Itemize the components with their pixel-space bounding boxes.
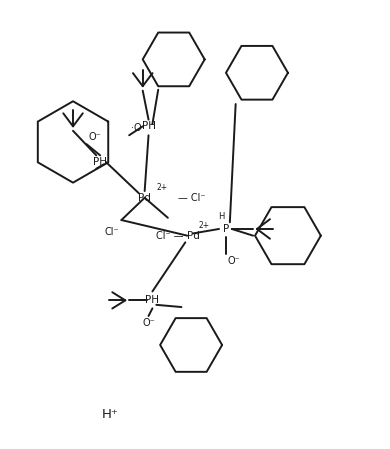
Text: PH: PH <box>142 121 156 131</box>
Text: O⁻: O⁻ <box>89 132 101 142</box>
Text: PH: PH <box>93 157 107 167</box>
Text: Cl⁻ —: Cl⁻ — <box>156 231 183 241</box>
Text: H⁺: H⁺ <box>101 408 118 421</box>
Text: H: H <box>218 212 225 221</box>
Text: — Cl⁻: — Cl⁻ <box>177 193 205 203</box>
Text: O⁻: O⁻ <box>142 318 155 328</box>
Text: 2+: 2+ <box>156 183 167 192</box>
Text: PH: PH <box>145 295 160 305</box>
Text: P: P <box>223 224 229 234</box>
Text: Pd: Pd <box>138 193 151 203</box>
Text: ·O: ·O <box>131 123 142 133</box>
Text: O⁻: O⁻ <box>228 256 241 266</box>
Text: Cl⁻: Cl⁻ <box>105 227 119 237</box>
Text: 2+: 2+ <box>199 221 210 230</box>
Text: Pd: Pd <box>187 231 200 241</box>
